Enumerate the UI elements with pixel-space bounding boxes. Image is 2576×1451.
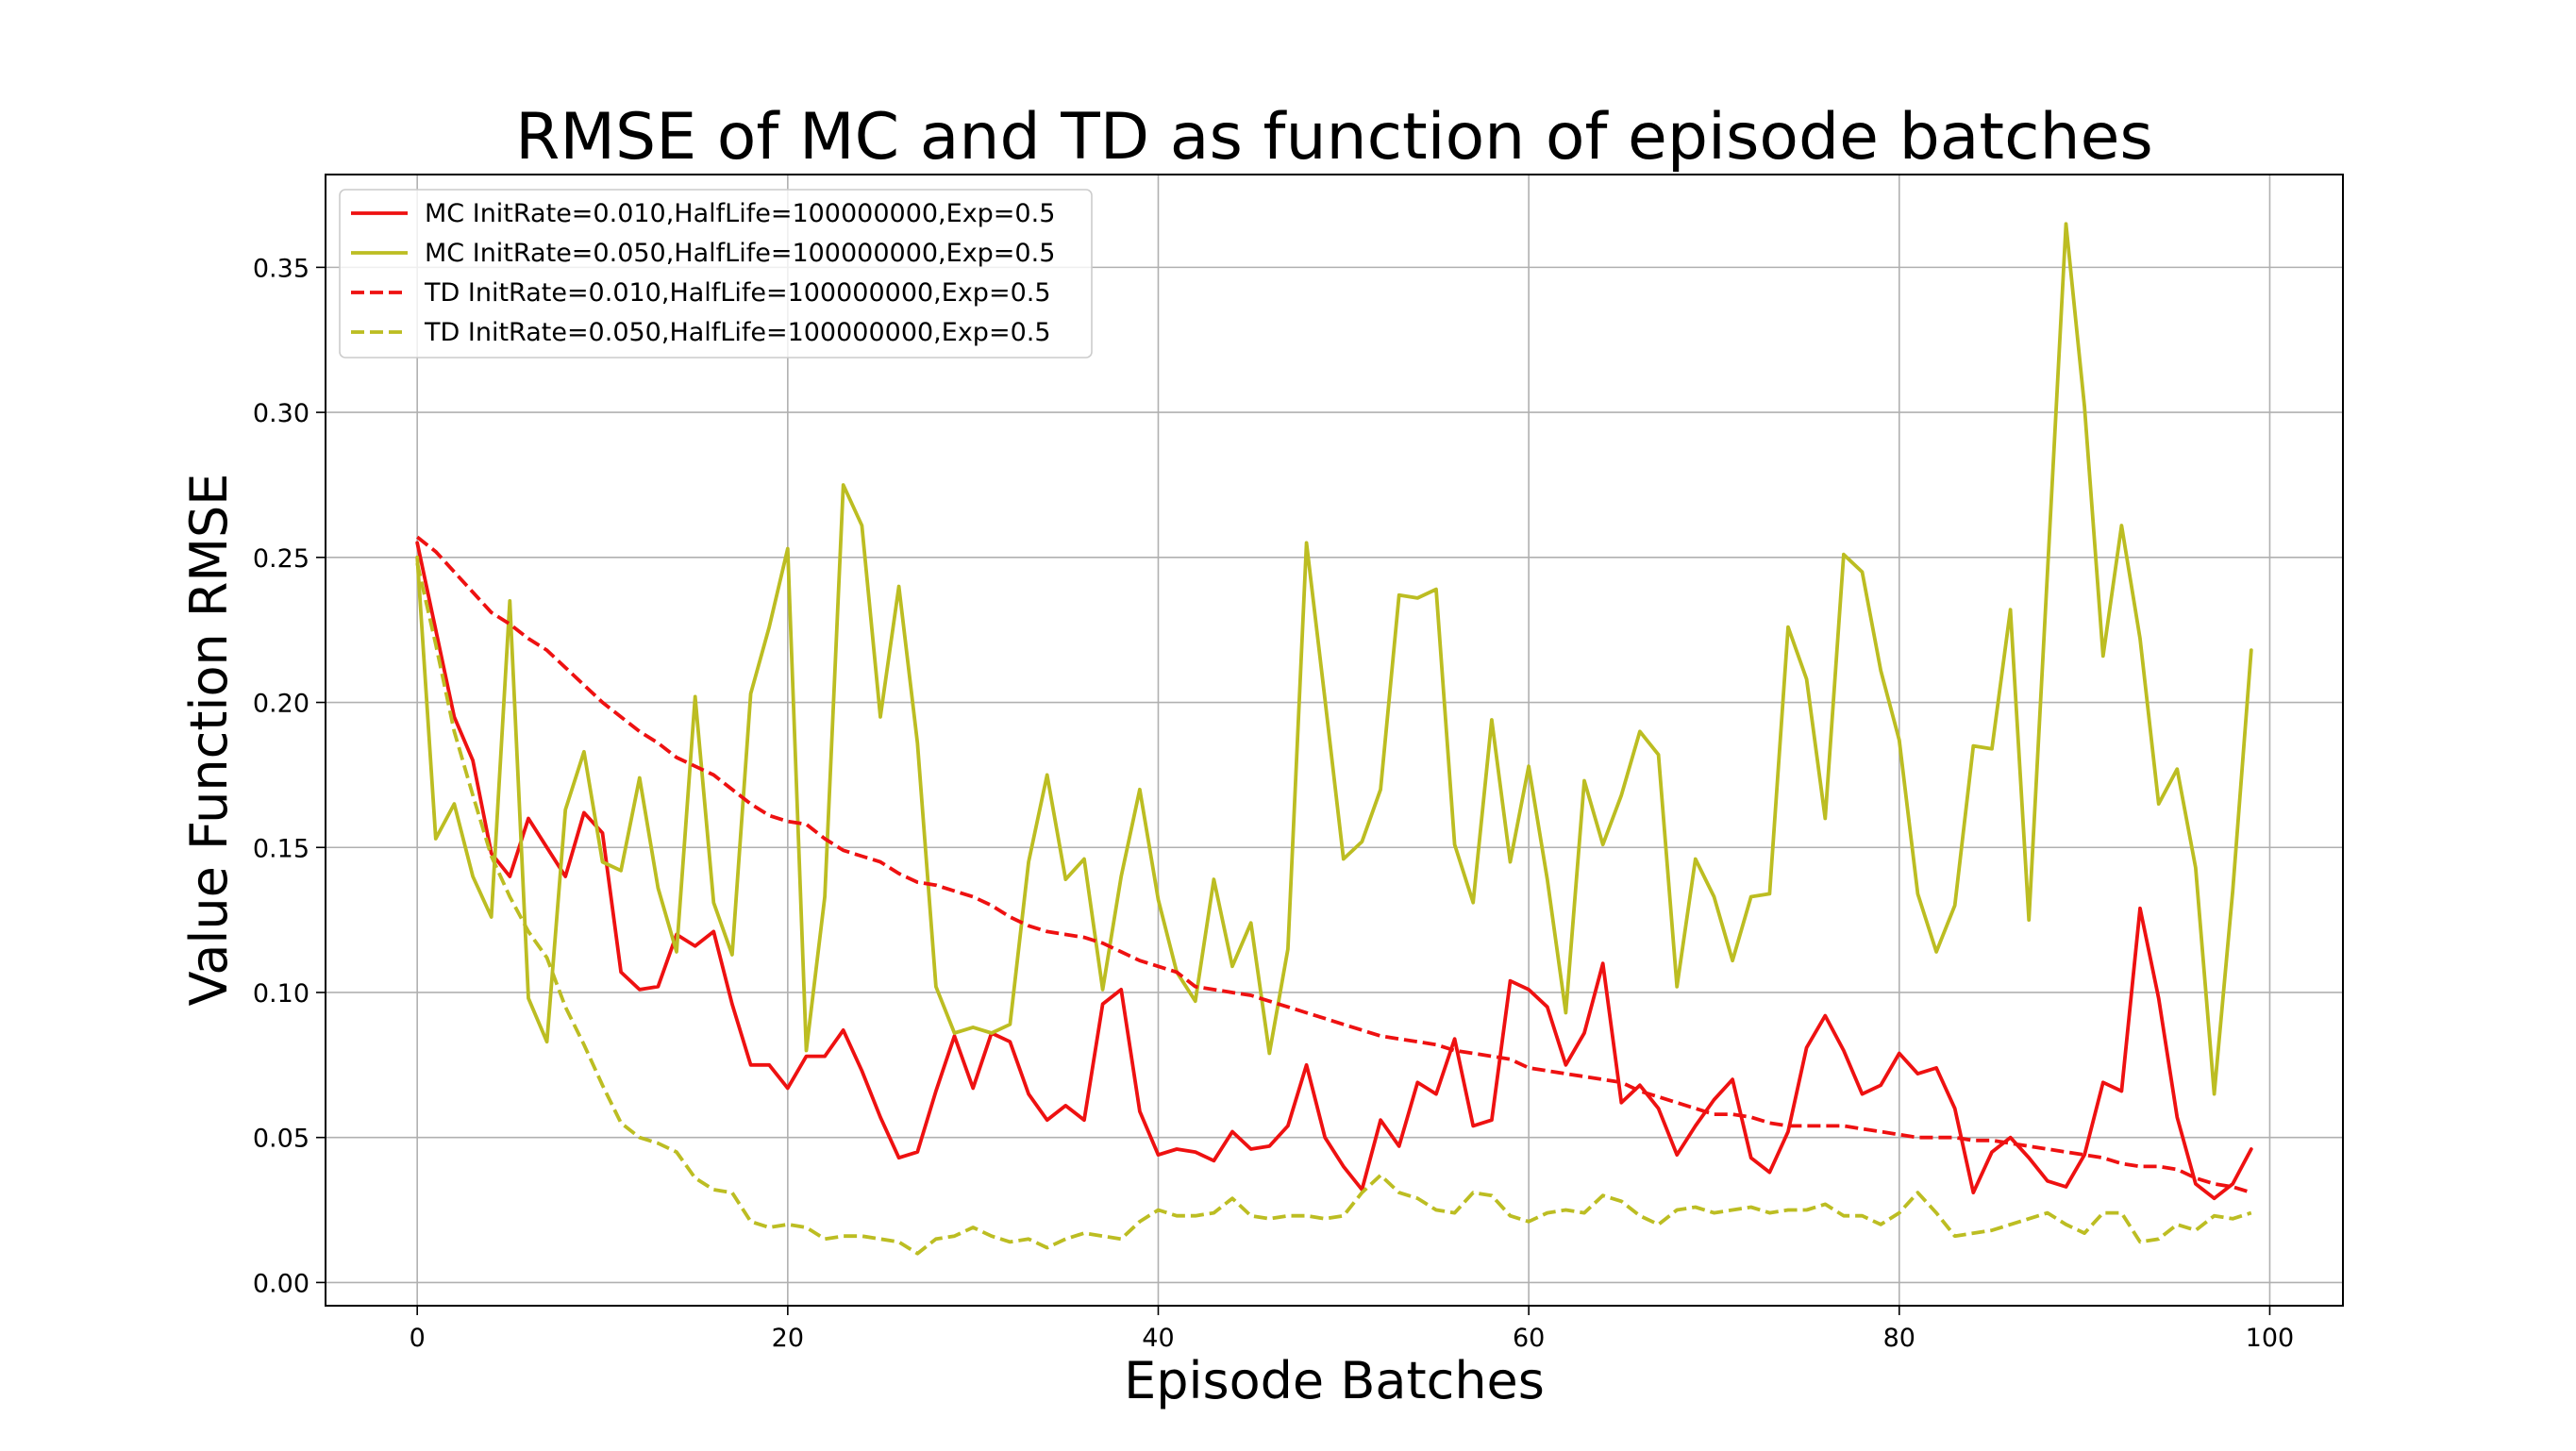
x-tick-label: 40 xyxy=(1142,1324,1174,1353)
y-tick-label: 0.00 xyxy=(253,1269,309,1298)
series-layer xyxy=(415,222,2253,1256)
x-tick-label: 0 xyxy=(410,1324,426,1353)
plot-frame xyxy=(325,174,2344,1307)
x-tick-label: 100 xyxy=(2246,1324,2295,1353)
y-tick-label: 0.10 xyxy=(253,979,309,1009)
chart-title: RMSE of MC and TD as function of episode… xyxy=(515,100,2153,175)
x-tick-label: 80 xyxy=(1883,1324,1915,1353)
series-line-3 xyxy=(416,535,2252,1194)
legend-label-3: TD InitRate=0.010,HalfLife=100000000,Exp… xyxy=(424,278,1051,308)
y-tick-label: 0.25 xyxy=(253,544,309,574)
series-line-2 xyxy=(415,222,2253,1096)
y-tick-label: 0.15 xyxy=(253,834,309,863)
legend-label-2: MC InitRate=0.050,HalfLife=100000000,Exp… xyxy=(425,239,1055,268)
x-tick-label: 20 xyxy=(772,1324,804,1353)
tick-layer: 0 20 40 60 80 100 0.00 0.05 0.10 0.15 0.20 0.25 0.30… xyxy=(253,254,2294,1353)
y-tick-label: 0.30 xyxy=(253,399,309,428)
legend-label-1: MC InitRate=0.010,HalfLife=100000000,Exp… xyxy=(425,199,1055,228)
y-tick-label: 0.05 xyxy=(253,1125,309,1154)
y-tick-label: 0.35 xyxy=(253,254,309,283)
grid-layer xyxy=(326,175,2343,1306)
y-tick-label: 0.20 xyxy=(253,690,309,719)
legend-box xyxy=(339,189,1093,359)
legend-label-4: TD InitRate=0.050,HalfLife=100000000,Exp… xyxy=(424,318,1051,347)
legend: MC InitRate=0.010,HalfLife=100000000,Exp… xyxy=(339,189,1093,359)
series-line-4 xyxy=(415,562,2252,1256)
legend-entries: MC InitRate=0.010,HalfLife=100000000,Exp… xyxy=(351,199,1055,347)
x-tick-label: 60 xyxy=(1513,1324,1545,1353)
series-line-1 xyxy=(415,541,2253,1201)
x-axis-label: Episode Batches xyxy=(1124,1351,1545,1410)
y-axis-label: Value Function RMSE xyxy=(179,474,239,1007)
